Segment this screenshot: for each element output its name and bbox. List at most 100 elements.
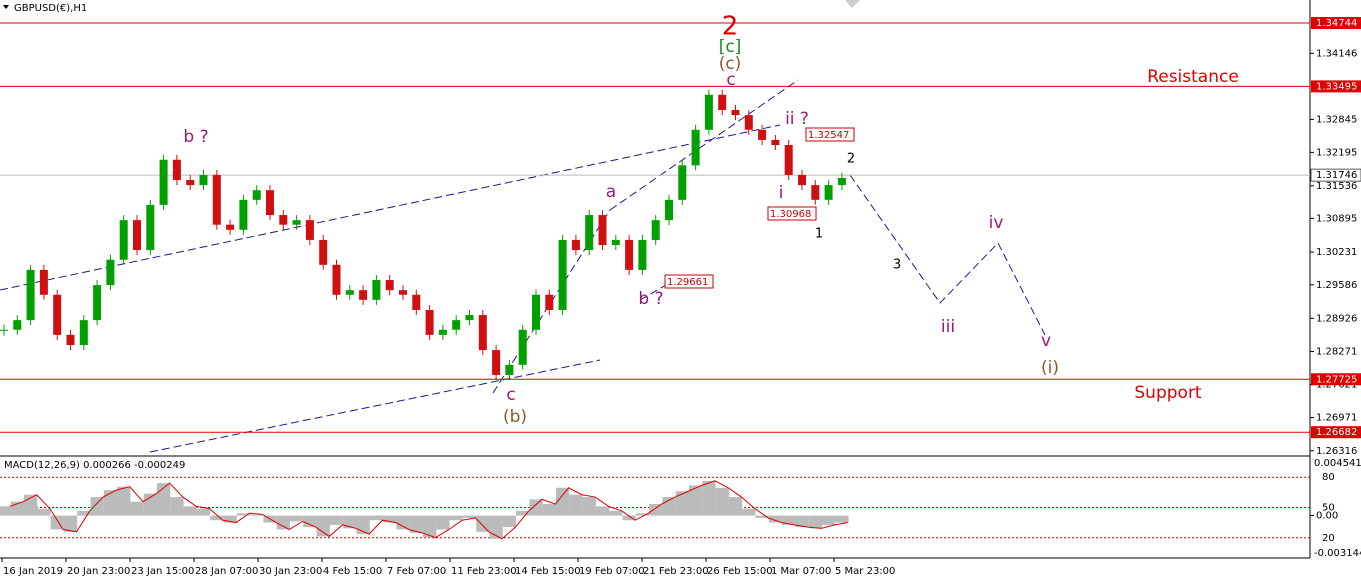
macd-bar — [755, 515, 769, 518]
candle — [146, 204, 155, 251]
macd-bar — [795, 515, 809, 528]
macd-bar — [835, 515, 849, 523]
candle — [425, 309, 434, 335]
macd-bar — [542, 504, 556, 516]
current-price-tag — [1310, 168, 1361, 182]
macd-bar — [808, 515, 822, 529]
current-price-label: 1.31746 — [1316, 170, 1357, 181]
macd-bar — [0, 506, 11, 516]
candle — [758, 129, 767, 140]
stoch-level-label: 50 — [1322, 503, 1335, 514]
macd-bar — [90, 497, 104, 516]
candle — [638, 239, 647, 270]
macd-bar — [728, 497, 743, 516]
candle — [492, 350, 501, 375]
macd-bar — [276, 515, 290, 530]
candle — [226, 224, 235, 230]
macd-bar — [436, 515, 450, 530]
candle — [438, 329, 447, 335]
macd-bar — [290, 515, 304, 522]
macd-bar — [196, 508, 211, 516]
macd-bar — [502, 515, 517, 528]
candle — [824, 185, 833, 200]
macd-bar — [782, 515, 796, 525]
candle — [319, 239, 328, 265]
candle — [771, 139, 780, 146]
level-label: 1.34744 — [1316, 18, 1357, 29]
candle — [399, 290, 407, 295]
candle — [704, 94, 713, 130]
macd-bar — [356, 515, 370, 535]
y-tick-label: 1.30231 — [1316, 247, 1357, 258]
macd-bar — [37, 508, 51, 516]
macd-label: MACD(12,26,9) 0.000266 -0.000249 — [4, 460, 185, 471]
stoch-level-label: 80 — [1322, 472, 1335, 483]
candle — [505, 364, 514, 375]
macd-bar — [103, 490, 118, 516]
level-tag — [1311, 373, 1361, 386]
level-tag — [1311, 16, 1361, 29]
candle — [13, 320, 22, 330]
wave-label: iv — [989, 213, 1004, 233]
macd-bar — [675, 491, 689, 516]
price-tag: 1.32547 — [808, 130, 849, 141]
wave-labels: 2 [c] (c) c Resistance Support b ? a b ?… — [183, 12, 1238, 428]
macd-bar — [316, 515, 330, 537]
candle — [784, 145, 793, 175]
x-tick-label: 4 Feb 15:00 — [323, 566, 382, 577]
x-tick-label: 5 Mar 23:00 — [835, 566, 895, 577]
resistance-label: Resistance — [1147, 67, 1239, 87]
x-tick-label: 23 Jan 15:00 — [131, 566, 194, 577]
wave-label: ii ? — [785, 109, 809, 129]
x-tick-label: 28 Jan 07:00 — [195, 566, 258, 577]
macd-axis-label: 0.00 — [1316, 511, 1338, 522]
x-tick-label: 26 Feb 15:00 — [707, 566, 773, 577]
macd-signal — [9, 480, 848, 540]
candle — [837, 178, 846, 186]
macd-bar — [529, 499, 543, 516]
candle — [186, 180, 195, 186]
macd-bar — [582, 497, 596, 516]
candle — [811, 185, 820, 200]
macd-bar — [369, 515, 384, 521]
macd-bar — [462, 515, 477, 518]
candle — [585, 215, 594, 251]
level-label: 1.33495 — [1316, 81, 1357, 92]
price-tag: 1.29661 — [667, 277, 708, 288]
candle — [571, 239, 580, 251]
candle — [345, 290, 354, 295]
candle — [478, 315, 487, 351]
price-tag-box — [664, 274, 714, 289]
y-tick-label: 1.28926 — [1316, 313, 1357, 324]
y-tick-label: 1.29586 — [1316, 280, 1357, 291]
candle — [305, 220, 314, 240]
candle — [372, 280, 381, 300]
wave-label: [c] — [719, 37, 742, 57]
macd-axis-label: 0.004541 — [1314, 458, 1361, 469]
macd-bar — [409, 515, 423, 533]
price-tag-box — [805, 127, 855, 142]
macd-bar — [449, 515, 463, 521]
candle — [212, 174, 221, 225]
macd-bar — [649, 504, 663, 516]
macd-axis-label: -0.003144 — [1314, 548, 1361, 559]
macd-bar — [130, 501, 144, 516]
macd-bar — [157, 483, 171, 516]
price-tag-box — [767, 206, 817, 221]
candle — [385, 280, 394, 291]
wave-label: b ? — [638, 289, 663, 309]
x-tick-label: 30 Jan 23:00 — [259, 566, 322, 577]
macd-bar — [303, 515, 317, 528]
candle — [665, 199, 673, 221]
y-tick-label: 1.32195 — [1316, 147, 1357, 158]
candle — [545, 294, 554, 310]
level-tag — [1311, 80, 1361, 93]
candle — [53, 294, 62, 335]
macd-bar — [117, 486, 131, 516]
macd-bar — [383, 515, 397, 523]
candle — [239, 199, 248, 230]
stoch-level-label: 20 — [1322, 533, 1335, 544]
candle — [518, 329, 527, 365]
macd-bar — [689, 485, 703, 516]
